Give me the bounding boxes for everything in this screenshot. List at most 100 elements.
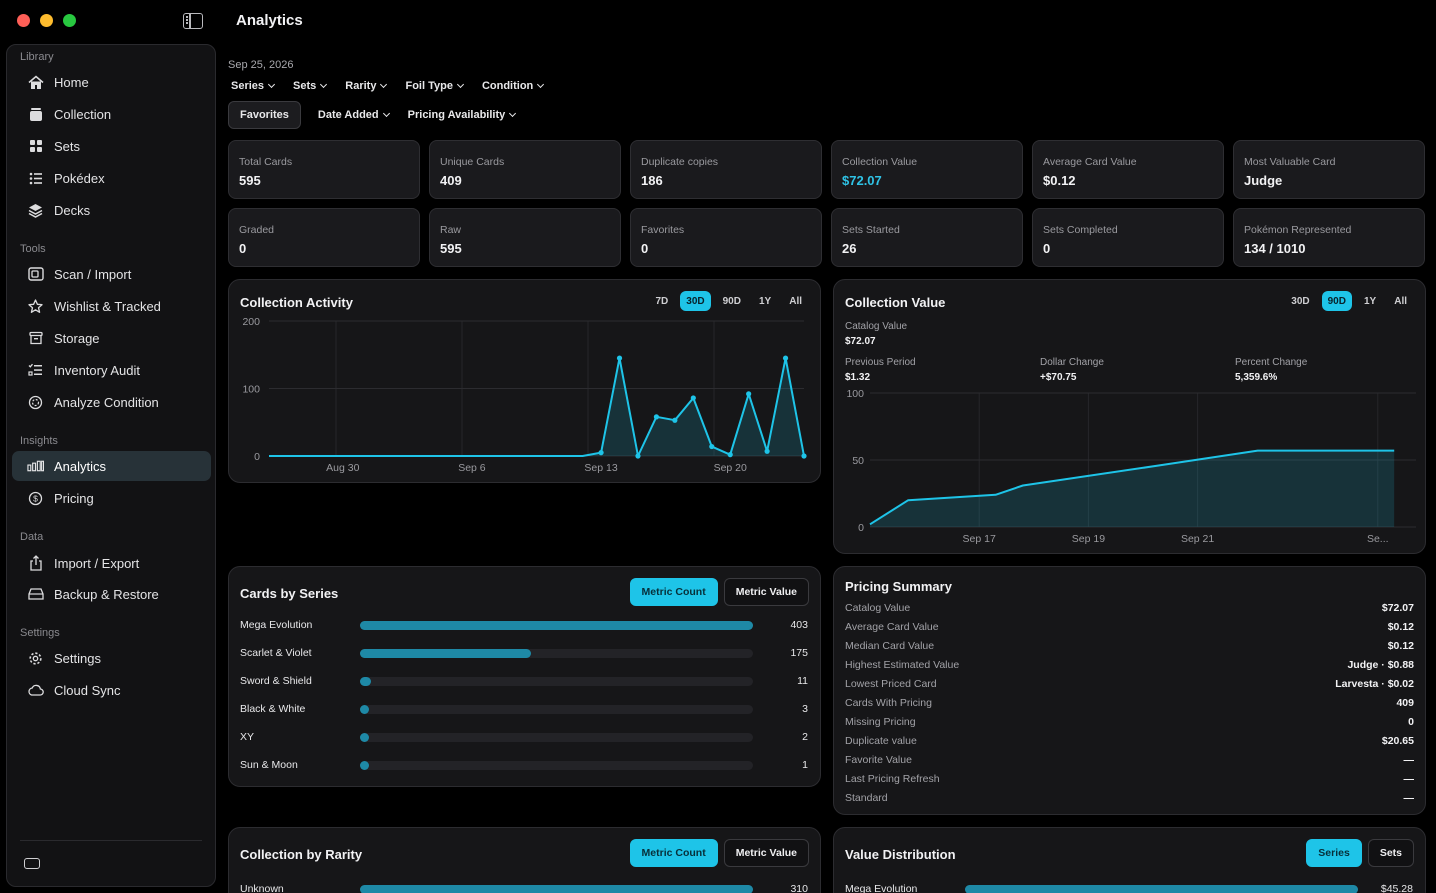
pricing-row: Favorite Value — (845, 754, 1414, 773)
x-tick-label: Sep 17 (963, 533, 996, 545)
sidebar-item-label: Collection (54, 106, 112, 122)
pricing-label: Catalog Value (845, 602, 911, 614)
sidebar-item-pricing[interactable]: $ Pricing (12, 483, 211, 513)
x-tick-label: Sep 6 (458, 462, 486, 474)
filter-pricing-availability-dropdown[interactable]: Pricing Availability (405, 102, 522, 128)
series-bar-row: Sword & Shield 11 (240, 672, 808, 692)
zoom-window-button[interactable] (63, 14, 76, 27)
sets-toggle-button[interactable]: Sets (1367, 839, 1414, 867)
chevron-down-icon (509, 109, 517, 118)
filter-sets-dropdown[interactable]: Sets (290, 73, 332, 99)
sidebar-item-label: Sets (54, 138, 81, 154)
series-area (870, 450, 1395, 527)
data-point (727, 452, 733, 458)
range-1y-button[interactable]: 1Y (1363, 295, 1377, 307)
stat-unique-cards: Unique Cards 409 (429, 140, 621, 199)
sidebar-item-backup-restore[interactable]: Backup & Restore (12, 579, 211, 609)
bar-value: 2 (802, 731, 808, 743)
favorites-filter-button[interactable]: Favorites (228, 101, 301, 129)
card-title: Cards by Series (240, 586, 339, 601)
sidebar-item-collection[interactable]: Collection (12, 99, 211, 129)
metric-value-button[interactable]: Metric Value (723, 839, 809, 867)
sidebar-item-storage[interactable]: Storage (12, 323, 211, 353)
range-30d-button[interactable]: 30D (680, 291, 711, 311)
date-label: Sep 25, 2026 (228, 59, 294, 71)
series-bar-row: Scarlet & Violet 175 (240, 644, 808, 664)
filter-series-dropdown[interactable]: Series (228, 73, 280, 99)
pricing-row: Highest Estimated Value Judge · $0.88 (845, 659, 1414, 678)
range-1y-button[interactable]: 1Y (758, 295, 772, 307)
rarity-bar-row: Unknown 310 (240, 880, 808, 893)
metric-value-button[interactable]: Metric Value (723, 578, 809, 606)
pricing-row: Lowest Priced Card Larvesta · $0.02 (845, 678, 1414, 697)
sidebar-item-inventory-audit[interactable]: Inventory Audit (12, 355, 211, 385)
sidebar-section-tools: Tools (20, 243, 46, 255)
stat-pokemon-represented: Pokémon Represented 134 / 1010 (1233, 208, 1425, 267)
stat-value: 0 (239, 241, 247, 256)
sidebar-item-settings[interactable]: Settings (12, 643, 211, 673)
pricing-row: Catalog Value $72.07 (845, 602, 1414, 621)
collection-value-chart: 0 50 100 Sep 17 Sep 19 Sep 21 Se... (846, 388, 1416, 545)
bar-label: Mega Evolution (845, 883, 918, 893)
stat-label: Sets Completed (1043, 224, 1118, 236)
close-window-button[interactable] (17, 14, 30, 27)
stat-value: 186 (641, 173, 663, 188)
stat-value: $72.07 (842, 173, 882, 188)
gear-icon (27, 650, 44, 667)
range-7d-button[interactable]: 7D (655, 295, 669, 307)
sidebar-toggle-icon[interactable] (183, 13, 203, 29)
bar-value: 175 (790, 647, 808, 659)
sidebar-item-analytics[interactable]: Analytics (12, 451, 211, 481)
bar-label: XY (240, 731, 255, 743)
metric-count-button[interactable]: Metric Count (629, 578, 718, 606)
sidebar-item-decks[interactable]: Decks (12, 195, 211, 225)
sidebar-section-data: Data (20, 531, 44, 543)
display-icon[interactable] (24, 858, 40, 869)
pricing-value: — (1403, 754, 1415, 766)
series-toggle-button[interactable]: Series (1306, 839, 1362, 867)
sidebar-item-wishlist[interactable]: Wishlist & Tracked (12, 291, 211, 321)
bar-label: Mega Evolution (240, 619, 313, 631)
card-stack-icon (27, 106, 44, 123)
minimize-window-button[interactable] (40, 14, 53, 27)
svg-text:$: $ (33, 493, 38, 503)
list-icon (27, 170, 44, 187)
series-bar-row: Black & White 3 (240, 700, 808, 720)
filter-rarity-dropdown[interactable]: Rarity (342, 73, 392, 99)
bar-label: Black & White (240, 703, 306, 715)
bar-track (360, 621, 753, 630)
sidebar-item-label: Storage (54, 330, 100, 346)
range-30d-button[interactable]: 30D (1291, 295, 1310, 307)
range-all-button[interactable]: All (1394, 295, 1407, 307)
sidebar-item-label: Import / Export (54, 555, 140, 571)
scan-icon (27, 266, 44, 283)
sidebar-section-insights: Insights (20, 435, 58, 447)
sidebar-item-home[interactable]: Home (12, 67, 211, 97)
series-bar-row: Mega Evolution 403 (240, 616, 808, 636)
filter-date-added-dropdown[interactable]: Date Added (315, 102, 395, 128)
filter-condition-dropdown[interactable]: Condition (479, 73, 549, 99)
star-icon (27, 298, 44, 315)
metric-count-button[interactable]: Metric Count (629, 839, 718, 867)
sidebar-item-analyze-condition[interactable]: Analyze Condition (12, 387, 211, 417)
x-tick-label: Se... (1367, 533, 1389, 545)
filter-foil-type-dropdown[interactable]: Foil Type (402, 73, 468, 99)
stat-value: 26 (842, 241, 857, 256)
bar-fill (360, 649, 531, 658)
series-metric-toggle: Metric Count Metric Value (629, 578, 809, 606)
pricing-value: 409 (1396, 697, 1414, 709)
sidebar-item-pokedex[interactable]: Pokédex (12, 163, 211, 193)
sidebar-section-settings: Settings (20, 627, 60, 639)
stat-label: Average Card Value (1043, 156, 1137, 168)
range-90d-button[interactable]: 90D (722, 295, 741, 307)
sidebar-item-sets[interactable]: Sets (12, 131, 211, 161)
sidebar-item-import-export[interactable]: Import / Export (12, 548, 211, 578)
sidebar-item-scan-import[interactable]: Scan / Import (12, 259, 211, 289)
filter-label: Date Added (317, 109, 379, 121)
sidebar-item-label: Home (54, 74, 89, 90)
range-all-button[interactable]: All (789, 295, 802, 307)
sidebar-item-label: Analyze Condition (54, 394, 159, 410)
range-90d-button[interactable]: 90D (1321, 291, 1352, 311)
sidebar-item-cloud-sync[interactable]: Cloud Sync (12, 675, 211, 705)
bar-value: $45.28 (1380, 883, 1413, 893)
